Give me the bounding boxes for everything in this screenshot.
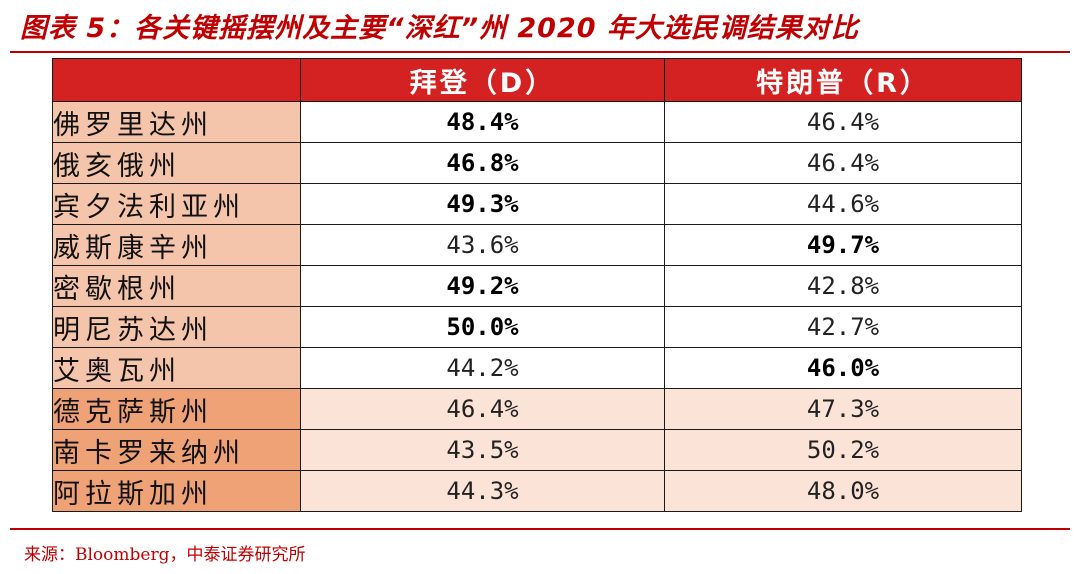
state-name-cell: 阿拉斯加州	[52, 470, 301, 512]
table-header-row: 拜登（D） 特朗普（R）	[52, 58, 1022, 102]
state-name-cell: 艾奥瓦州	[52, 347, 301, 389]
state-name-cell: 宾夕法利亚州	[52, 183, 301, 225]
figure-title: 图表 5：各关键摇摆州及主要“深红”州 2020 年大选民调结果对比	[20, 13, 859, 44]
table-row: 德克萨斯州 46.4% 47.3%	[52, 388, 1022, 430]
state-name-cell: 佛罗里达州	[52, 101, 301, 143]
table-row: 艾奥瓦州 44.2% 46.0%	[52, 347, 1022, 389]
trump-value-cell: 42.8%	[664, 265, 1022, 307]
table-row: 威斯康辛州 43.6% 49.7%	[52, 224, 1022, 266]
table-row: 俄亥俄州 46.8% 46.4%	[52, 142, 1022, 184]
state-name-cell: 南卡罗来纳州	[52, 429, 301, 471]
table-row: 密歇根州 49.2% 42.8%	[52, 265, 1022, 307]
table-row: 阿拉斯加州 44.3% 48.0%	[52, 470, 1022, 512]
header-blank-cell	[52, 58, 301, 102]
biden-value-cell: 48.4%	[300, 101, 665, 143]
table-row: 宾夕法利亚州 49.3% 44.6%	[52, 183, 1022, 225]
table-row: 佛罗里达州 48.4% 46.4%	[52, 101, 1022, 143]
trump-value-cell: 46.4%	[664, 142, 1022, 184]
biden-value-cell: 49.2%	[300, 265, 665, 307]
trump-value-cell: 46.4%	[664, 101, 1022, 143]
source-note: 来源：Bloomberg，中泰证券研究所	[24, 545, 306, 565]
trump-value-cell: 42.7%	[664, 306, 1022, 348]
table-row: 南卡罗来纳州 43.5% 50.2%	[52, 429, 1022, 471]
trump-value-cell: 50.2%	[664, 429, 1022, 471]
state-name-cell: 威斯康辛州	[52, 224, 301, 266]
state-name-cell: 俄亥俄州	[52, 142, 301, 184]
state-name-cell: 密歇根州	[52, 265, 301, 307]
trump-value-cell: 46.0%	[664, 347, 1022, 389]
biden-value-cell: 43.5%	[300, 429, 665, 471]
biden-value-cell: 46.4%	[300, 388, 665, 430]
state-name-cell: 明尼苏达州	[52, 306, 301, 348]
biden-value-cell: 43.6%	[300, 224, 665, 266]
trump-value-cell: 49.7%	[664, 224, 1022, 266]
biden-value-cell: 50.0%	[300, 306, 665, 348]
biden-value-cell: 46.8%	[300, 142, 665, 184]
trump-value-cell: 44.6%	[664, 183, 1022, 225]
trump-value-cell: 47.3%	[664, 388, 1022, 430]
footer-divider	[10, 528, 1070, 530]
biden-value-cell: 49.3%	[300, 183, 665, 225]
trump-value-cell: 48.0%	[664, 470, 1022, 512]
header-biden: 拜登（D）	[300, 58, 665, 102]
poll-comparison-table: 拜登（D） 特朗普（R） 佛罗里达州 48.4% 46.4% 俄亥俄州 46.8% 46.…	[52, 58, 1022, 512]
biden-value-cell: 44.3%	[300, 470, 665, 512]
table-row: 明尼苏达州 50.0% 42.7%	[52, 306, 1022, 348]
title-divider	[10, 51, 1070, 53]
header-trump: 特朗普（R）	[664, 58, 1022, 102]
biden-value-cell: 44.2%	[300, 347, 665, 389]
state-name-cell: 德克萨斯州	[52, 388, 301, 430]
